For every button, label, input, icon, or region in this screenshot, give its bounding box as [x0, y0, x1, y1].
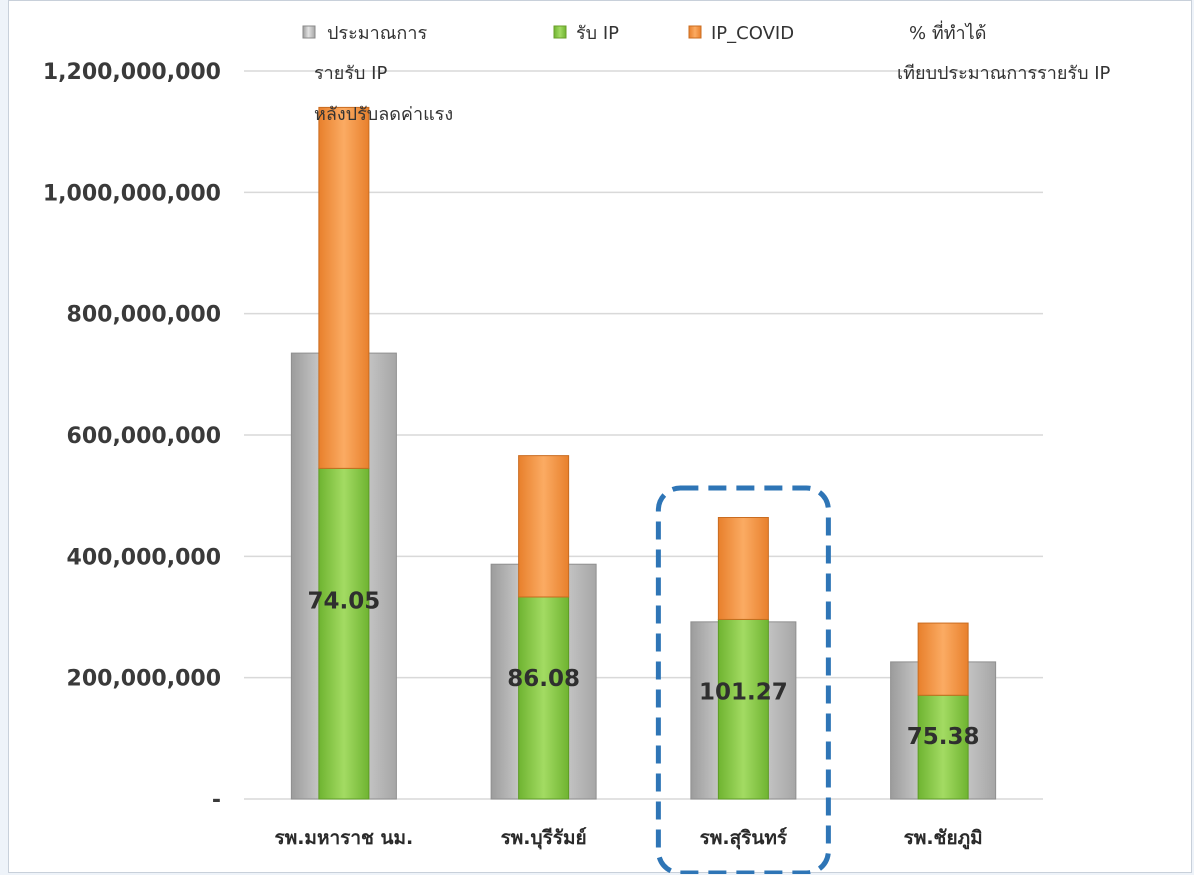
category-label: รพ.บุรีรัมย์: [501, 827, 587, 850]
ip-bar: [518, 596, 570, 800]
y-tick-label: 600,000,000: [67, 424, 221, 449]
highlight: [655, 485, 831, 874]
percent-label: 101.27: [699, 679, 788, 705]
legend-swatch-budget: [302, 25, 316, 39]
percent-label: 74.05: [307, 589, 380, 615]
ip-bar: [717, 618, 769, 800]
legend-label-covid: IP_COVID: [711, 23, 794, 44]
x-axis: รพ.มหาราช นม. รพ.บุรีรัมย์ รพ.สุรินทร์ รพ.ช…: [274, 827, 982, 850]
ip-bar: [318, 467, 370, 800]
highlight-box: [655, 485, 831, 874]
legend-swatch-ip: [553, 25, 567, 39]
legend-swatch-covid: [688, 25, 702, 39]
covid-bar: [917, 622, 969, 696]
legend-label-budget-2: รายรับ IP: [314, 63, 387, 84]
category-label: รพ.สุรินทร์: [700, 827, 788, 850]
y-tick-label: 800,000,000: [67, 303, 221, 328]
y-tick-label: -: [212, 788, 221, 813]
y-tick-label: 400,000,000: [67, 545, 221, 570]
covid-bar: [717, 517, 769, 620]
percent-label: 86.08: [507, 666, 580, 692]
data-labels: 74.05 86.08 101.27 75.38: [307, 589, 979, 750]
category-label: รพ.มหาราช นม.: [274, 827, 413, 849]
bar-chart: - 200,000,000 400,000,000 600,000,000 800,00…: [43, 20, 1111, 874]
y-tick-label: 1,200,000,000: [43, 60, 221, 85]
legend: ประมาณการ รายรับ IP หลังปรับลดค่าแรง รับ…: [302, 20, 1111, 125]
covid-bar: [318, 106, 370, 469]
legend-label-pct-2: เทียบประมาณการรายรับ IP: [897, 63, 1111, 84]
y-axis: - 200,000,000 400,000,000 600,000,000 800,00…: [43, 60, 221, 813]
legend-label-budget-1: ประมาณการ: [327, 23, 427, 44]
covid-bar: [518, 455, 570, 598]
ip-bar: [917, 694, 969, 800]
bars: [290, 106, 997, 800]
legend-label-budget-3: หลังปรับลดค่าแรง: [314, 104, 453, 125]
category-label: รพ.ชัยภูมิ: [904, 827, 983, 850]
percent-label: 75.38: [907, 724, 980, 750]
legend-label-pct-1: % ที่ทำได้: [909, 20, 986, 44]
chart-frame: - 200,000,000 400,000,000 600,000,000 800,00…: [8, 0, 1192, 874]
legend-label-ip: รับ IP: [576, 23, 619, 44]
y-tick-label: 200,000,000: [67, 667, 221, 692]
y-tick-label: 1,000,000,000: [43, 181, 221, 206]
